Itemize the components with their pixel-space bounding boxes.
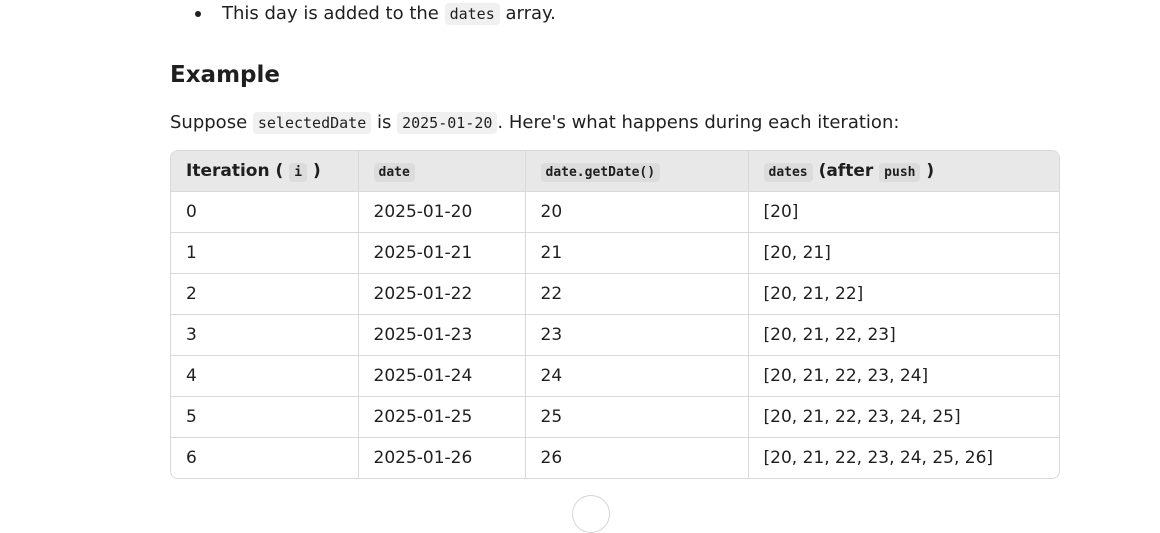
inline-code: dates xyxy=(444,3,500,25)
cell-date: 2025-01-24 xyxy=(358,355,526,397)
inline-code: 2025-01-20 xyxy=(397,112,498,134)
inline-code: selectedDate xyxy=(252,112,372,134)
cell-day: 23 xyxy=(525,314,749,356)
header-date: date xyxy=(358,151,526,192)
table-row: 3 2025-01-23 23 [20, 21, 22, 23] xyxy=(171,314,1059,356)
bullet-list: This day is added to the dates array. xyxy=(170,0,1060,28)
cell-dates: [20, 21, 22, 23, 24, 25, 26] xyxy=(763,448,994,468)
intro-text: . Here's what happens during each iterat… xyxy=(497,112,900,133)
bullet-text: This day is added to the xyxy=(222,3,445,24)
cell-dates: [20, 21, 22] xyxy=(748,273,1059,315)
cell-dates: [20] xyxy=(748,191,1059,233)
table-row: 2 2025-01-22 22 [20, 21, 22] xyxy=(171,273,1059,315)
header-getdate: date.getDate() xyxy=(525,151,749,192)
cell-dates: [20, 21] xyxy=(748,232,1059,274)
message-content: This day is added to the dates array. Ex… xyxy=(170,0,1060,479)
section-heading: Example xyxy=(170,62,280,88)
table-row: 5 2025-01-25 25 [20, 21, 22, 23, 24, 25] xyxy=(171,396,1059,438)
table-row: 4 2025-01-24 24 [20, 21, 22, 23, 24] xyxy=(171,355,1059,397)
cell-i: 3 xyxy=(171,314,359,356)
cell-date: 2025-01-20 xyxy=(358,191,526,233)
iteration-table: Iteration ( i ) date date.getDate() date… xyxy=(171,151,1059,478)
cell-day: 26 xyxy=(525,437,749,478)
intro-paragraph: Suppose selectedDate is 2025-01-20. Here… xyxy=(170,109,899,137)
cell-i: 1 xyxy=(171,232,359,274)
cell-dates: [20, 21, 22, 23, 24] xyxy=(748,355,1059,397)
bullet-item: This day is added to the dates array. xyxy=(195,0,556,28)
cell-day: 20 xyxy=(525,191,749,233)
cell-day: 24 xyxy=(525,355,749,397)
cell-i: 6 xyxy=(171,437,359,478)
cell-dates: [20, 21, 22, 23] xyxy=(748,314,1059,356)
iteration-table-wrapper: Iteration ( i ) date date.getDate() date… xyxy=(170,150,1060,479)
cell-date: 2025-01-22 xyxy=(358,273,526,315)
cell-i: 5 xyxy=(171,396,359,438)
table-header-row: Iteration ( i ) date date.getDate() date… xyxy=(171,151,1059,192)
table-body: 0 2025-01-20 20 [20] 1 2025-01-21 21 [20, 21] 2 2… xyxy=(171,191,1059,478)
header-dates: dates (after push ) xyxy=(748,151,1059,192)
cell-date: 2025-01-26 xyxy=(358,437,526,478)
cell-day: 21 xyxy=(525,232,749,274)
cell-i: 4 xyxy=(171,355,359,397)
cell-date: 2025-01-23 xyxy=(358,314,526,356)
cell-day: 25 xyxy=(525,396,749,438)
table-row: 0 2025-01-20 20 [20] xyxy=(171,191,1059,233)
intro-text: is xyxy=(371,112,398,133)
cell-i: 0 xyxy=(171,191,359,233)
cell-date: 2025-01-21 xyxy=(358,232,526,274)
scroll-down-button[interactable] xyxy=(572,495,610,533)
bullet-text: array. xyxy=(499,3,556,24)
header-iteration: Iteration ( i ) xyxy=(171,151,359,192)
table-row: 6 2025-01-26 26 [20, 21, 22, 23, 24, 25, 26… xyxy=(171,437,1059,478)
cell-date: 2025-01-25 xyxy=(358,396,526,438)
cell-dates: [20, 21, 22, 23, 24, 25] xyxy=(748,396,1059,438)
intro-text: Suppose xyxy=(170,112,253,133)
cell-day: 22 xyxy=(525,273,749,315)
table-row: 1 2025-01-21 21 [20, 21] xyxy=(171,232,1059,274)
cell-i: 2 xyxy=(171,273,359,315)
